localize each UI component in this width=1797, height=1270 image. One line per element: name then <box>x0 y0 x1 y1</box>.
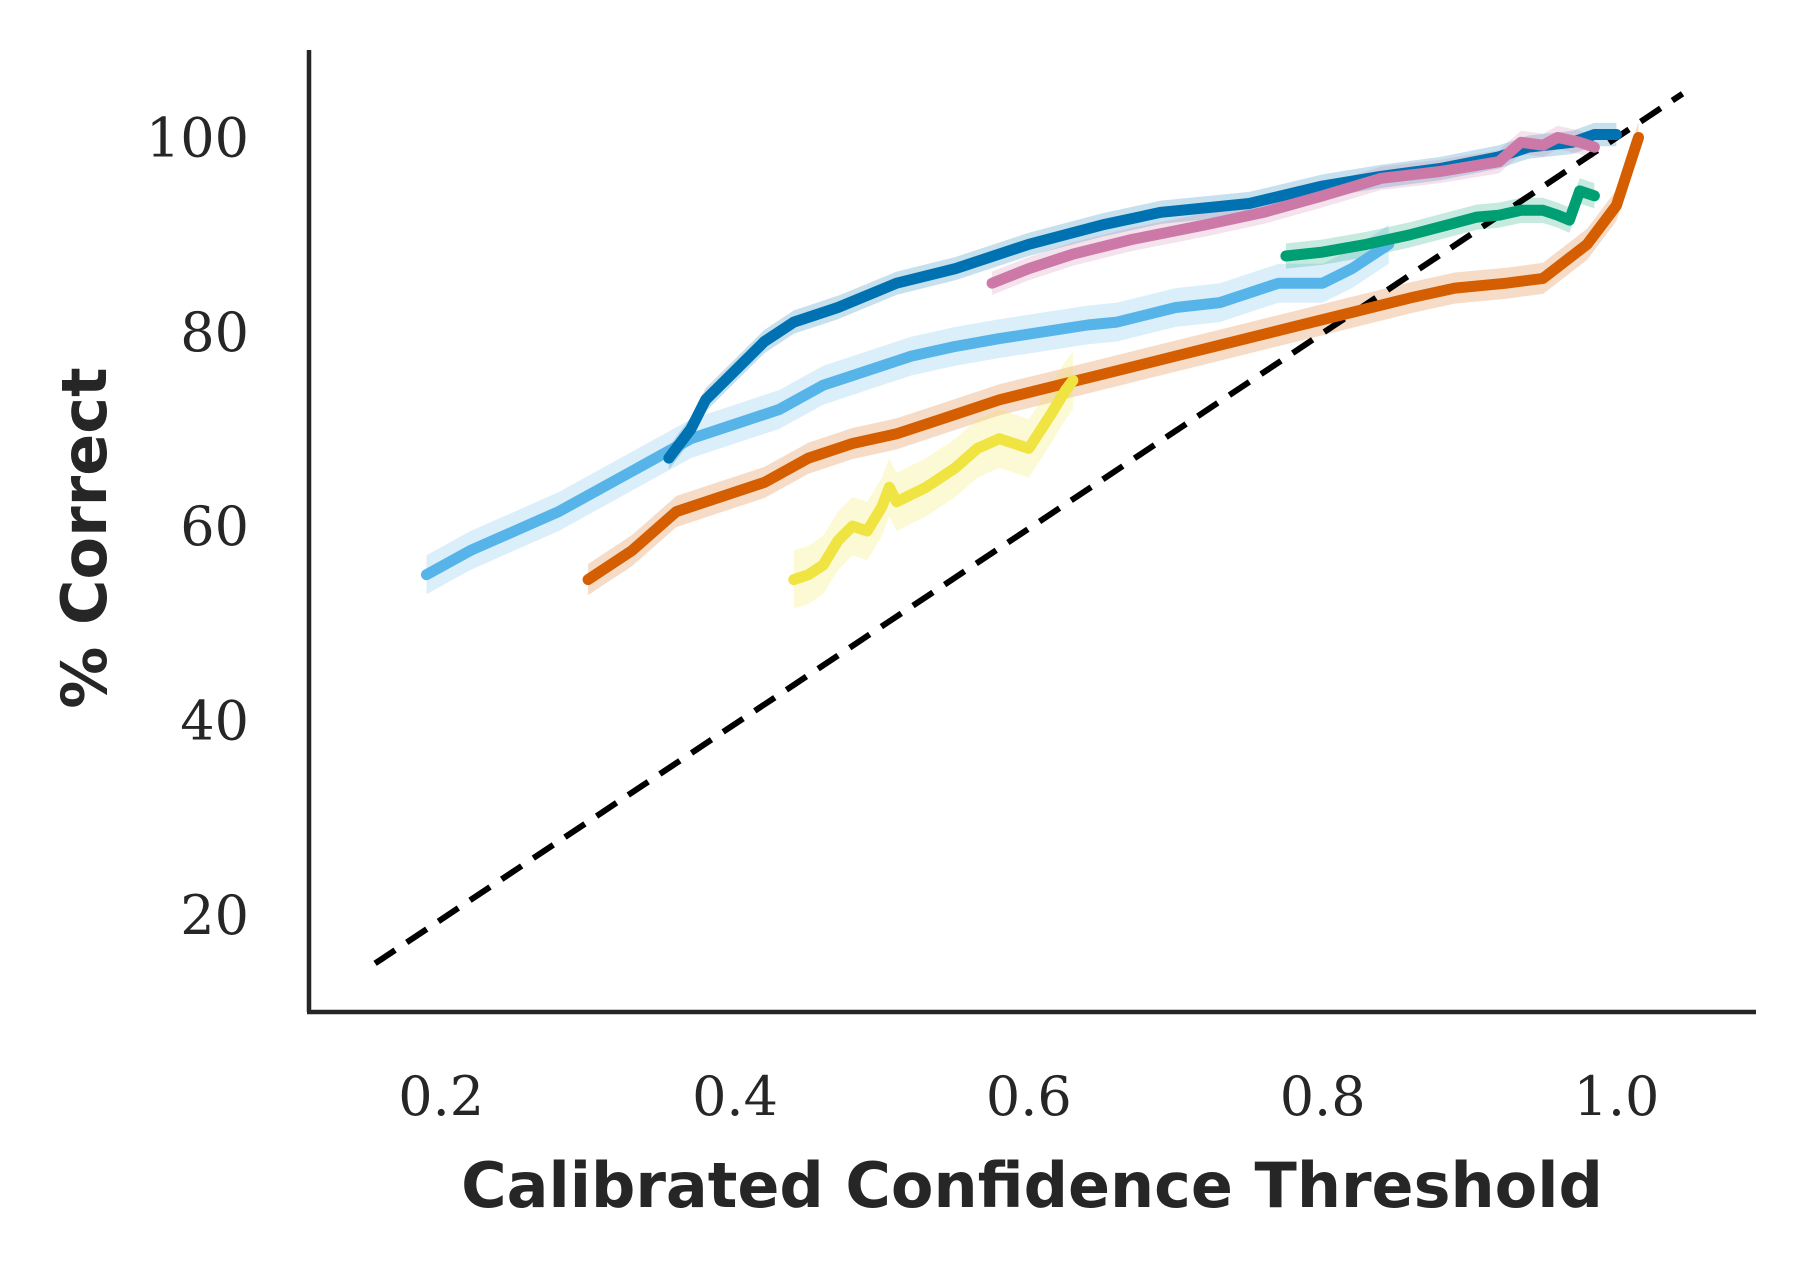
series-lines <box>421 129 1644 586</box>
series-5-band <box>588 121 1639 596</box>
x-tick-label: 0.6 <box>986 1065 1072 1128</box>
series-6-line <box>788 374 1079 586</box>
axes <box>306 50 1756 1015</box>
reference-line-group <box>373 91 1685 966</box>
y-tick-label: 100 <box>146 106 249 169</box>
x-tick-label: 0.4 <box>692 1065 778 1128</box>
x-tick-label: 0.2 <box>398 1065 484 1128</box>
y-tick-label: 80 <box>180 301 249 364</box>
x-tick-label: 1.0 <box>1573 1065 1659 1128</box>
x-axis-title: Calibrated Confidence Threshold <box>461 1149 1603 1222</box>
y-tick-label: 20 <box>180 884 249 947</box>
y-tick-label: 40 <box>180 689 249 752</box>
reference-line <box>373 91 1685 966</box>
x-tick-label: 0.8 <box>1280 1065 1366 1128</box>
series-3-line <box>986 132 1600 289</box>
series-4-line <box>1280 185 1600 262</box>
y-tick-label: 60 <box>180 495 249 558</box>
y-axis-title: % Correct <box>48 367 121 708</box>
series-5-line <box>582 132 1644 586</box>
x-tick-labels: 0.2 0.4 0.6 0.8 1.0 <box>398 1065 1659 1128</box>
confidence-bands <box>426 121 1639 609</box>
y-tick-labels: 20 40 60 80 100 <box>146 106 249 946</box>
series-1-line <box>421 238 1395 581</box>
